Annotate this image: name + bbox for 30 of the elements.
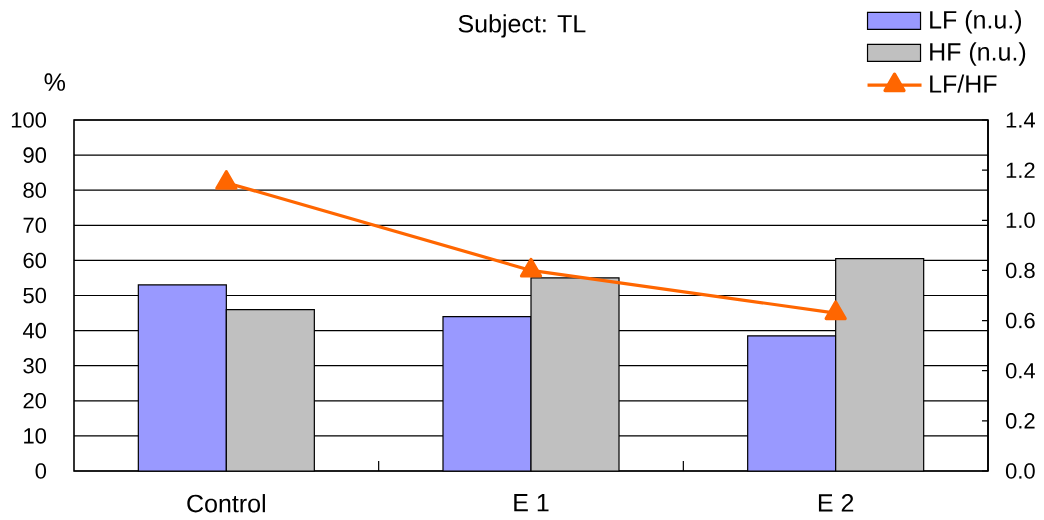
y2-tick-label: 0.0 [1005, 463, 1035, 479]
x-tick-label: Control [187, 494, 265, 513]
y2-tick-label: 1.2 [1006, 162, 1035, 178]
y-tick-label: 20 [23, 393, 47, 409]
y-tick-label: 90 [23, 147, 47, 163]
y2-tick-label: 1.4 [1006, 112, 1035, 128]
y2-tick-label: 0.8 [1005, 262, 1035, 279]
legend-label: LF (n.u.) [930, 10, 1022, 34]
x-tick-label: E 1 [514, 494, 549, 512]
legend-label: LF/HF [930, 74, 997, 93]
y-tick-label: 100 [11, 112, 47, 128]
y-axis-title: % [44, 73, 66, 91]
y-tick-label: 10 [24, 428, 47, 444]
x-tick-label: E 2 [818, 494, 854, 512]
y-tick-label: 50 [23, 287, 47, 304]
y-tick-label: 0 [35, 463, 47, 479]
y-tick-label: 30 [23, 357, 47, 374]
point [824, 300, 847, 321]
point [215, 170, 238, 190]
y-tick-label: 60 [23, 252, 47, 269]
legend-label: HF (n.u.) [930, 42, 1026, 66]
y2-tick-label: 0.2 [1005, 413, 1035, 429]
y-tick-label: 80 [23, 182, 47, 198]
y-tick-label: 70 [23, 217, 47, 234]
y2-tick-label: 0.4 [1005, 362, 1035, 379]
chart-title: Subject: TL [458, 14, 586, 38]
y2-tick-label: 0.6 [1005, 312, 1035, 329]
y2-tick-label: 1.0 [1006, 212, 1035, 229]
point [519, 257, 543, 278]
y-tick-label: 40 [22, 322, 47, 339]
